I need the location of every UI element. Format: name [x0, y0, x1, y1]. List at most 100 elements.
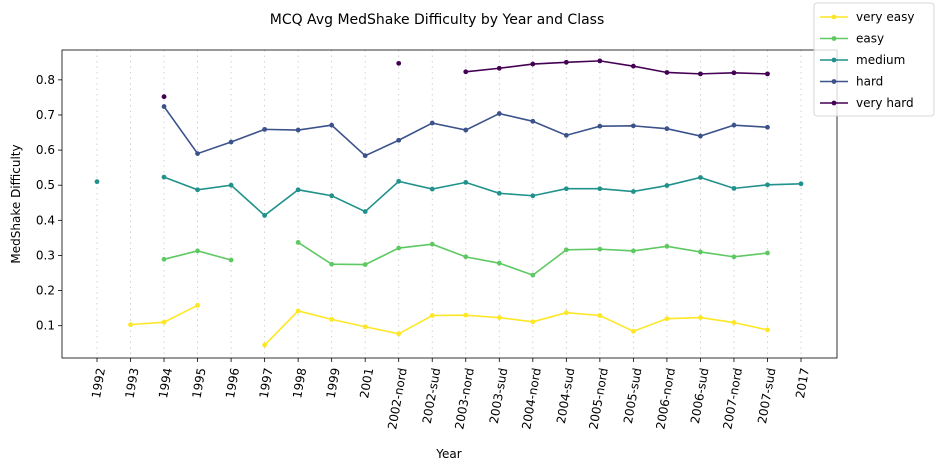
x-tick-label-2005-nord: 2005-nord — [586, 367, 611, 431]
x-tick-label-2002-sud: 2002-sud — [420, 367, 444, 425]
x-tick-label-1999: 1999 — [324, 367, 343, 400]
series-hard — [161, 104, 770, 159]
y-tick-label-0.6: 0.6 — [36, 143, 55, 157]
point-easy-2003-nord — [463, 254, 469, 260]
point-hard-1998 — [295, 127, 301, 133]
x-tick-label-1998: 1998 — [290, 367, 309, 400]
legend-label-medium: medium — [856, 53, 905, 67]
point-easy-2007-nord — [731, 254, 737, 260]
x-axis-label: Year — [435, 447, 461, 461]
y-tick-label-0.1: 0.1 — [36, 319, 55, 333]
point-very-easy-2007-nord — [731, 320, 737, 325]
point-hard-2002-sud — [429, 120, 435, 126]
point-easy-2004-nord — [530, 272, 536, 278]
point-medium-2005-sud — [630, 189, 636, 194]
point-very-easy-2001 — [362, 324, 368, 330]
point-very-hard-2006-nord — [664, 70, 670, 75]
point-medium-1997 — [262, 213, 268, 218]
plot-area — [61, 49, 838, 359]
x-tick-label-2004-nord: 2004-nord — [519, 367, 544, 431]
legend-marker-easy — [831, 36, 837, 41]
point-easy-2005-sud — [630, 248, 636, 254]
point-very-easy-1994 — [161, 319, 167, 325]
point-very-easy-2005-nord — [597, 313, 603, 318]
grid — [96, 50, 802, 358]
point-medium-1996 — [228, 182, 234, 188]
point-very-easy-2006-nord — [664, 316, 670, 322]
x-tick-label-1994: 1994 — [156, 367, 175, 400]
x-tick-label-1996: 1996 — [223, 367, 242, 400]
point-hard-2004-nord — [530, 118, 536, 124]
point-very-hard-2002-nord — [396, 60, 402, 66]
x-tick-label-2004-sud: 2004-sud — [554, 367, 578, 425]
point-hard-2006-sud — [698, 133, 703, 139]
point-very-easy-2004-nord — [530, 319, 536, 325]
x-tick-label-2002-nord: 2002-nord — [385, 367, 410, 431]
point-very-easy-2007-sud — [765, 327, 770, 333]
point-very-hard-2005-sud — [630, 63, 636, 69]
point-easy-2006-sud — [698, 249, 703, 255]
series-group — [94, 58, 804, 348]
point-easy-2001 — [362, 262, 368, 267]
point-hard-1997 — [262, 126, 268, 132]
point-medium-1995 — [195, 187, 200, 193]
chart-title: MCQ Avg MedShake Difficulty by Year and … — [270, 12, 605, 28]
point-hard-1994 — [161, 104, 167, 109]
point-very-easy-2005-sud — [630, 328, 636, 334]
x-tick-label-2017: 2017 — [793, 367, 812, 400]
point-easy-2002-sud — [429, 241, 435, 247]
point-very-hard-2007-nord — [731, 70, 737, 76]
y-tick-label-0.8: 0.8 — [36, 73, 55, 87]
point-hard-1999 — [329, 122, 335, 128]
legend-label-easy: easy — [856, 32, 884, 46]
point-easy-1996 — [228, 257, 234, 263]
point-easy-1994 — [161, 256, 167, 262]
x-tick-label-2007-sud: 2007-sud — [755, 367, 779, 425]
y-axis-label: MedShake Difficulty — [9, 144, 23, 263]
point-medium-2005-nord — [597, 186, 603, 192]
point-easy-2007-sud — [765, 250, 770, 256]
y-tick-label-0.3: 0.3 — [36, 248, 55, 262]
point-hard-2001 — [362, 153, 368, 159]
point-very-hard-2005-nord — [597, 58, 603, 64]
point-easy-2004-sud — [563, 247, 569, 253]
legend: very easy easy medium hard very hard — [813, 2, 935, 117]
series-very-hard — [161, 58, 770, 100]
point-medium-1994 — [161, 174, 167, 180]
point-hard-2006-nord — [664, 126, 670, 132]
y-tick-label-0.4: 0.4 — [36, 213, 55, 227]
legend-marker-very-hard — [831, 100, 837, 106]
point-easy-1998 — [295, 240, 301, 245]
point-easy-1995 — [195, 248, 200, 254]
point-very-hard-2004-nord — [530, 61, 536, 67]
point-hard-2007-nord — [731, 122, 737, 128]
point-very-easy-1995 — [195, 302, 200, 308]
point-very-easy-1993 — [128, 322, 133, 328]
point-very-hard-2003-nord — [463, 69, 469, 75]
series-easy — [161, 240, 770, 278]
point-very-hard-2007-sud — [765, 71, 770, 77]
point-very-easy-1997 — [262, 342, 268, 348]
point-medium-2004-nord — [530, 193, 536, 199]
point-very-easy-2002-sud — [429, 313, 435, 318]
x-tick-label-1995: 1995 — [190, 367, 209, 400]
point-medium-1999 — [329, 193, 335, 199]
legend-label-hard: hard — [856, 75, 883, 89]
point-very-easy-2004-sud — [563, 310, 569, 316]
point-easy-2005-nord — [597, 246, 603, 252]
x-tick-label-2005-sud: 2005-sud — [621, 367, 645, 425]
legend-label-very-easy: very easy — [856, 10, 914, 24]
point-very-hard-2003-sud — [496, 65, 502, 71]
y-tick-label-0.2: 0.2 — [36, 284, 55, 298]
series-medium — [94, 174, 804, 218]
point-very-easy-2003-sud — [496, 315, 502, 321]
x-tick-label-2007-nord: 2007-nord — [720, 367, 745, 431]
point-easy-2003-sud — [496, 260, 502, 266]
point-medium-2017 — [798, 181, 804, 187]
point-hard-2004-sud — [563, 132, 569, 138]
point-very-hard-2006-sud — [698, 71, 703, 77]
point-easy-1999 — [329, 261, 335, 267]
point-hard-2003-nord — [463, 127, 469, 133]
point-very-easy-2002-nord — [396, 331, 402, 337]
